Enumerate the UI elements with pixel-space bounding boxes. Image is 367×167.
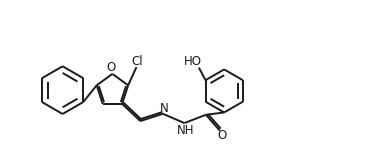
Text: NH: NH (177, 124, 195, 137)
Text: N: N (160, 102, 168, 115)
Text: O: O (218, 129, 227, 142)
Text: O: O (106, 61, 115, 74)
Text: Cl: Cl (131, 55, 143, 68)
Text: HO: HO (184, 55, 202, 68)
